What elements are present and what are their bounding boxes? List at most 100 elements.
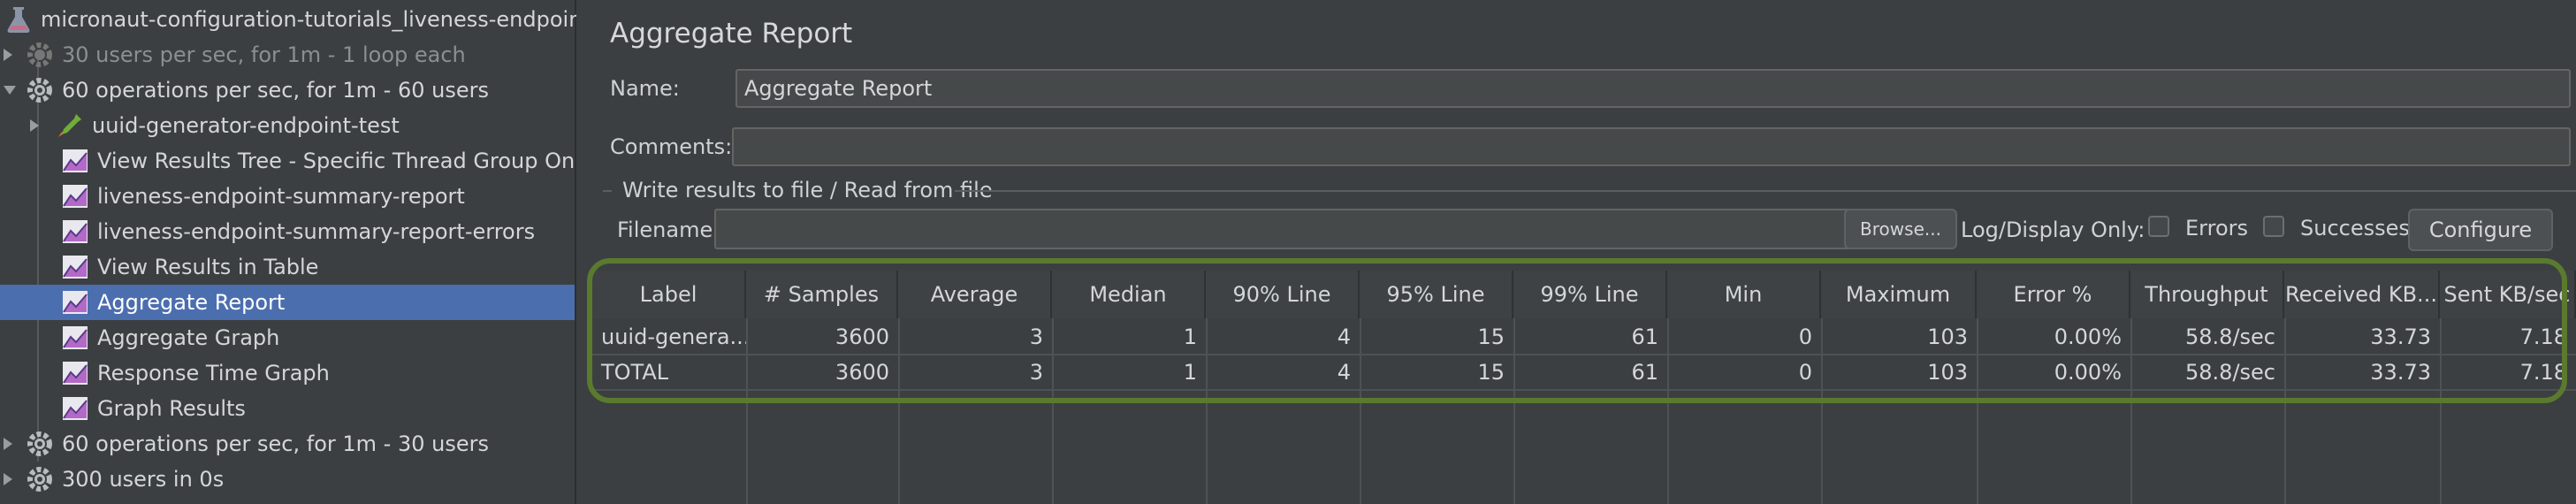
cell-average: 3 [1029, 360, 1043, 385]
cell-error-pct: 0.00% [2054, 360, 2122, 385]
col-header-sent-kb[interactable]: Sent KB/sec [2440, 271, 2576, 318]
tree-item-summary-report-errors[interactable]: liveness-endpoint-summary-report-errors [0, 214, 575, 249]
listener-chart-icon [63, 149, 88, 172]
cell-median: 1 [1183, 360, 1197, 385]
tree-item-aggregate-report[interactable]: Aggregate Report [0, 285, 575, 320]
col-divider [2440, 318, 2442, 504]
successes-label: Successes [2300, 216, 2410, 241]
aggregate-results-table[interactable]: Label # Samples Average Median 90% Line … [576, 271, 2576, 504]
col-divider [1977, 318, 1978, 504]
tree-root-label: micronaut-configuration-tutorials_livene… [41, 7, 591, 32]
col-divider [1052, 318, 1054, 504]
col-header-average[interactable]: Average [898, 271, 1052, 318]
cell-label: TOTAL [601, 360, 669, 385]
gear-icon [27, 431, 52, 456]
aggregate-report-panel: Aggregate Report Name: Aggregate Report … [576, 0, 2576, 504]
cell-sent-kb: 7.18 [2519, 325, 2567, 349]
listener-chart-icon [63, 291, 88, 314]
cell-maximum: 103 [1927, 360, 1968, 385]
expand-arrow-icon[interactable] [4, 438, 12, 450]
listener-chart-icon [63, 397, 88, 420]
cell-95-line: 15 [1477, 360, 1505, 385]
tree-guide-line [37, 55, 39, 462]
tree-item-label: Aggregate Report [97, 290, 286, 315]
col-header-samples[interactable]: # Samples [746, 271, 898, 318]
tree-root[interactable]: micronaut-configuration-tutorials_livene… [0, 2, 591, 37]
cell-error-pct: 0.00% [2054, 325, 2122, 349]
cell-maximum: 103 [1927, 325, 1968, 349]
listener-chart-icon [63, 220, 88, 243]
col-header-90-line[interactable]: 90% Line [1206, 271, 1360, 318]
cell-received-kb: 33.73 [2370, 360, 2431, 385]
comments-field[interactable] [732, 127, 2571, 166]
configure-button[interactable]: Configure [2408, 209, 2553, 251]
cell-95-line: 15 [1477, 325, 1505, 349]
tree-item-aggregate-graph[interactable]: Aggregate Graph [0, 320, 575, 355]
tree-item-thread-group-30-users[interactable]: 30 users per sec, for 1m - 1 loop each [0, 37, 575, 73]
cell-90-line: 4 [1337, 360, 1351, 385]
tree-item-thread-group-300-users[interactable]: 300 users in 0s [0, 462, 575, 497]
expand-arrow-icon[interactable] [4, 473, 12, 485]
file-group-title: Write results to file / Read from file [622, 178, 993, 202]
col-divider [2284, 318, 2286, 504]
col-header-95-line[interactable]: 95% Line [1360, 271, 1513, 318]
tree-item-thread-group-30-users-ops[interactable]: 60 operations per sec, for 1m - 30 users [0, 426, 575, 462]
col-header-label[interactable]: Label [592, 271, 746, 318]
listener-chart-icon [63, 326, 88, 349]
successes-checkbox[interactable] [2263, 216, 2284, 237]
cell-99-line: 61 [1631, 325, 1658, 349]
row-divider [592, 354, 2576, 355]
col-divider [2130, 318, 2132, 504]
col-header-received-kb[interactable]: Received KB... [2284, 271, 2440, 318]
tree-item-label: 30 users per sec, for 1m - 1 loop each [62, 42, 466, 67]
listener-chart-icon [63, 362, 88, 385]
panel-title: Aggregate Report [610, 18, 853, 50]
cell-label: uuid-genera... [601, 325, 746, 349]
tree-item-label: View Results Tree - Specific Thread Grou… [97, 149, 594, 173]
col-header-min[interactable]: Min [1667, 271, 1821, 318]
col-header-median[interactable]: Median [1052, 271, 1206, 318]
tree-item-thread-group-60-users[interactable]: 60 operations per sec, for 1m - 60 users [0, 73, 575, 108]
col-divider [746, 318, 748, 504]
tree-item-label: liveness-endpoint-summary-report-errors [97, 219, 536, 244]
tree-item-response-time-graph[interactable]: Response Time Graph [0, 355, 575, 391]
cell-min: 0 [1798, 325, 1812, 349]
tree-item-view-results-table[interactable]: View Results in Table [0, 249, 575, 285]
col-header-error-pct[interactable]: Error % [1977, 271, 2130, 318]
col-divider [1360, 318, 1361, 504]
tree-item-graph-results[interactable]: Graph Results [0, 391, 575, 426]
cell-throughput: 58.8/sec [2185, 360, 2275, 385]
log-display-only-label: Log/Display Only: [1961, 218, 2145, 242]
tree-item-http-sampler[interactable]: uuid-generator-endpoint-test [0, 108, 575, 143]
errors-checkbox[interactable] [2148, 216, 2169, 237]
expand-arrow-icon[interactable] [4, 49, 12, 61]
listener-chart-icon [63, 256, 88, 279]
comments-label: Comments: [610, 134, 733, 159]
tree-item-summary-report[interactable]: liveness-endpoint-summary-report [0, 179, 575, 214]
col-header-maximum[interactable]: Maximum [1821, 271, 1977, 318]
col-divider [1667, 318, 1669, 504]
cell-median: 1 [1183, 325, 1197, 349]
expand-arrow-icon[interactable] [30, 119, 39, 132]
test-plan-tree[interactable]: micronaut-configuration-tutorials_livene… [0, 0, 593, 504]
cell-throughput: 58.8/sec [2185, 325, 2275, 349]
tree-item-label: Graph Results [97, 396, 246, 421]
browse-button[interactable]: Browse... [1844, 209, 1957, 249]
gear-icon [27, 78, 52, 103]
name-field[interactable]: Aggregate Report [735, 69, 2571, 108]
name-label: Name: [610, 76, 680, 101]
cell-min: 0 [1798, 360, 1812, 385]
listener-chart-icon [63, 185, 88, 208]
tree-item-view-results-tree[interactable]: View Results Tree - Specific Thread Grou… [0, 143, 593, 179]
group-border [955, 190, 2576, 192]
row-divider [592, 389, 2576, 391]
filename-field[interactable] [714, 209, 1855, 249]
col-divider [1821, 318, 1823, 504]
filename-label: Filename [617, 218, 713, 242]
collapse-arrow-icon[interactable] [4, 86, 16, 95]
col-header-throughput[interactable]: Throughput [2130, 271, 2284, 318]
tree-item-label: Aggregate Graph [97, 325, 280, 350]
group-border [603, 190, 612, 192]
col-header-99-line[interactable]: 99% Line [1513, 271, 1667, 318]
tree-item-label: Response Time Graph [97, 361, 330, 386]
